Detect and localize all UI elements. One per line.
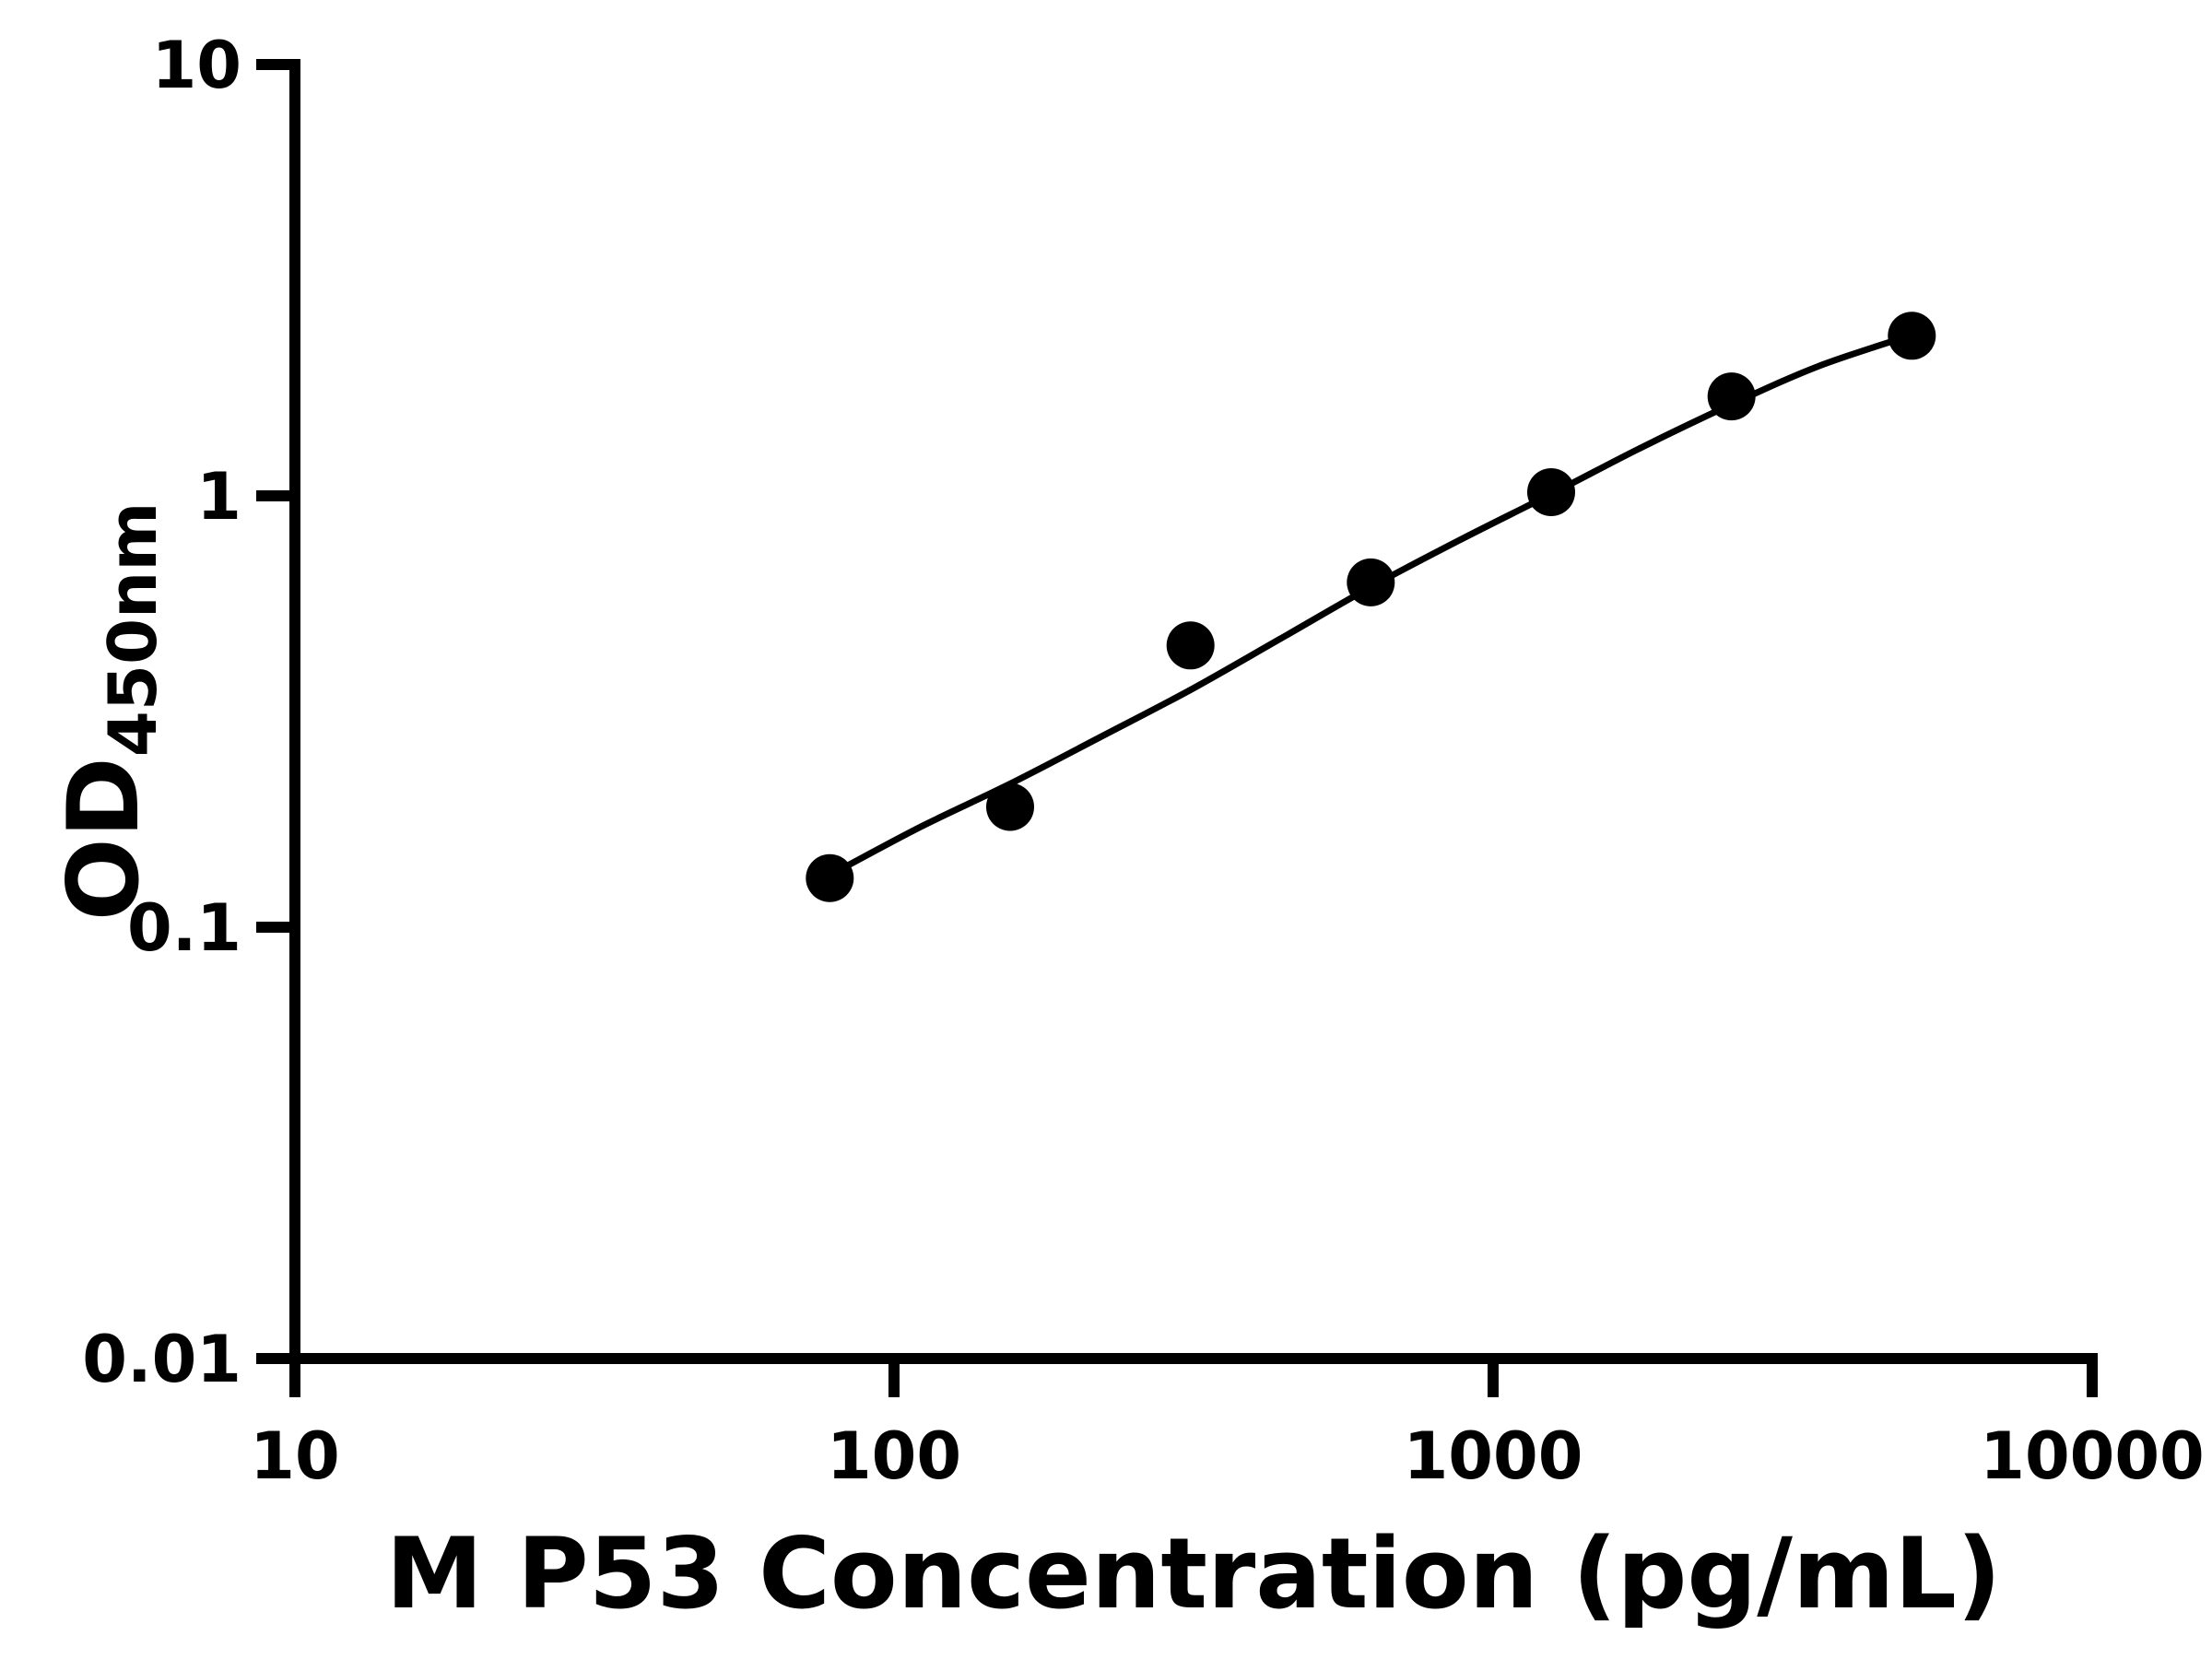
y-axis-title: OD450nm xyxy=(47,502,171,922)
y-axis-title-subscript: 450nm xyxy=(94,501,171,758)
y-tick-label: 1 xyxy=(196,459,241,535)
data-point xyxy=(806,853,854,902)
data-point xyxy=(1888,312,1936,360)
x-tick-label: 1000 xyxy=(1404,1418,1583,1494)
data-point xyxy=(1707,372,1756,421)
y-tick-label: 10 xyxy=(152,28,241,103)
data-point xyxy=(1527,468,1575,516)
x-tick-label: 10000 xyxy=(1980,1418,2205,1494)
data-point xyxy=(986,782,1034,831)
data-point xyxy=(1166,621,1215,670)
data-point xyxy=(1347,558,1395,606)
x-axis-title: M P53 Concentration (pg/mL) xyxy=(385,1517,2002,1630)
y-tick-label: 0.01 xyxy=(82,1322,241,1397)
x-tick-label: 10 xyxy=(250,1418,339,1494)
y-tick-label: 0.1 xyxy=(127,890,241,966)
x-tick-label: 100 xyxy=(827,1418,961,1494)
axes-spines xyxy=(289,59,2098,1364)
y-axis-title-main: OD xyxy=(47,757,160,922)
